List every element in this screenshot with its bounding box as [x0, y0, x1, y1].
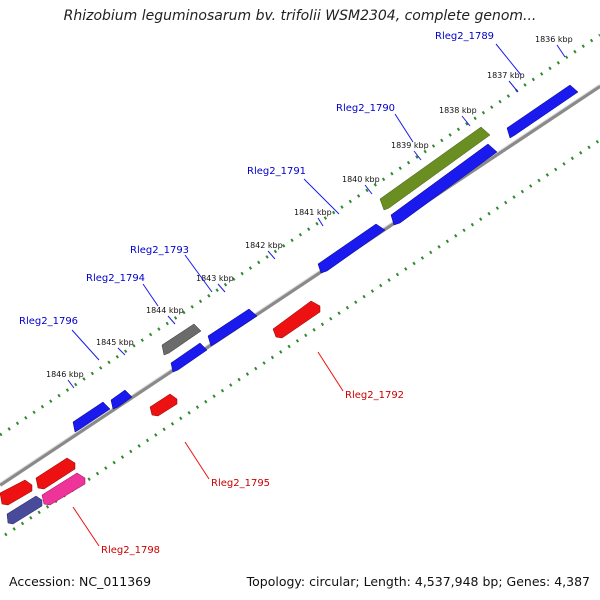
kbp-label: 1837 kbp — [487, 71, 525, 80]
kbp-label: 1846 kbp — [46, 370, 84, 379]
gene-rleg2-1794-b[interactable] — [170, 342, 208, 373]
gene-rleg2-1792[interactable] — [272, 300, 321, 339]
kbp-label: 1842 kbp — [245, 241, 283, 250]
genome-title: Rhizobium leguminosarum bv. trifolii WSM… — [63, 8, 537, 24]
gene-label-rleg2-1796[interactable]: Rleg2_1796 — [19, 316, 78, 327]
gene-label-rleg2-1789[interactable]: Rleg2_1789 — [435, 31, 494, 42]
accession-text: Accession: NC_011369 — [9, 574, 152, 589]
gene-rleg2-1794[interactable] — [161, 323, 202, 356]
upper-scale-line — [0, 33, 600, 437]
gene-rleg2-1790-strand[interactable] — [390, 143, 498, 226]
gene-label-rleg2-1792[interactable]: Rleg2_1792 — [345, 390, 404, 401]
gene-rleg2-1791[interactable] — [317, 223, 386, 274]
kbp-leader-lines — [67, 44, 566, 389]
kbp-label: 1838 kbp — [439, 106, 477, 115]
gene-rleg2-1797[interactable] — [35, 457, 76, 490]
kbp-label: 1844 kbp — [146, 306, 184, 315]
kbp-label: 1843 kbp — [196, 274, 234, 283]
gene-label-rleg2-1794[interactable]: Rleg2_1794 — [86, 273, 145, 284]
genome-backbone — [0, 84, 600, 487]
gene-labels: Rleg2_1789 Rleg2_1790 Rleg2_1791 Rleg2_1… — [19, 31, 494, 556]
forward-genes — [72, 84, 579, 433]
gene-leader-lines-reverse — [72, 351, 344, 547]
reverse-genes — [0, 300, 321, 525]
kbp-label: 1845 kbp — [96, 338, 134, 347]
gene-leader-lines — [71, 43, 522, 361]
gene-label-rleg2-1791[interactable]: Rleg2_1791 — [247, 166, 306, 177]
genome-stats-text: Topology: circular; Length: 4,537,948 bp… — [246, 574, 590, 589]
gene-rleg2-1796-b[interactable] — [110, 389, 133, 410]
gene-label-rleg2-1790[interactable]: Rleg2_1790 — [336, 103, 395, 114]
kbp-label: 1839 kbp — [391, 141, 429, 150]
kbp-label: 1840 kbp — [342, 175, 380, 184]
gene-rleg2-1799[interactable] — [0, 479, 33, 506]
gene-rleg2-1789[interactable] — [506, 84, 579, 139]
gene-label-rleg2-1795[interactable]: Rleg2_1795 — [211, 478, 270, 489]
kbp-tick-labels: 1836 kbp 1837 kbp 1838 kbp 1839 kbp 1840… — [46, 35, 573, 379]
gene-rleg2-1793[interactable] — [207, 308, 258, 347]
gene-rleg2-1790[interactable] — [379, 126, 491, 211]
gene-rleg2-1795[interactable] — [149, 393, 178, 417]
gene-rleg2-1798-pink[interactable] — [41, 472, 86, 506]
backbone-highlight — [0, 83, 600, 484]
gene-rleg2-1796[interactable] — [72, 401, 111, 433]
gene-label-rleg2-1793[interactable]: Rleg2_1793 — [130, 245, 189, 256]
lower-scale-line — [4, 138, 600, 537]
kbp-label: 1836 kbp — [535, 35, 573, 44]
gene-rleg2-1798-navy[interactable] — [6, 495, 43, 525]
kbp-label: 1841 kbp — [294, 208, 332, 217]
gene-label-rleg2-1798[interactable]: Rleg2_1798 — [101, 545, 160, 556]
